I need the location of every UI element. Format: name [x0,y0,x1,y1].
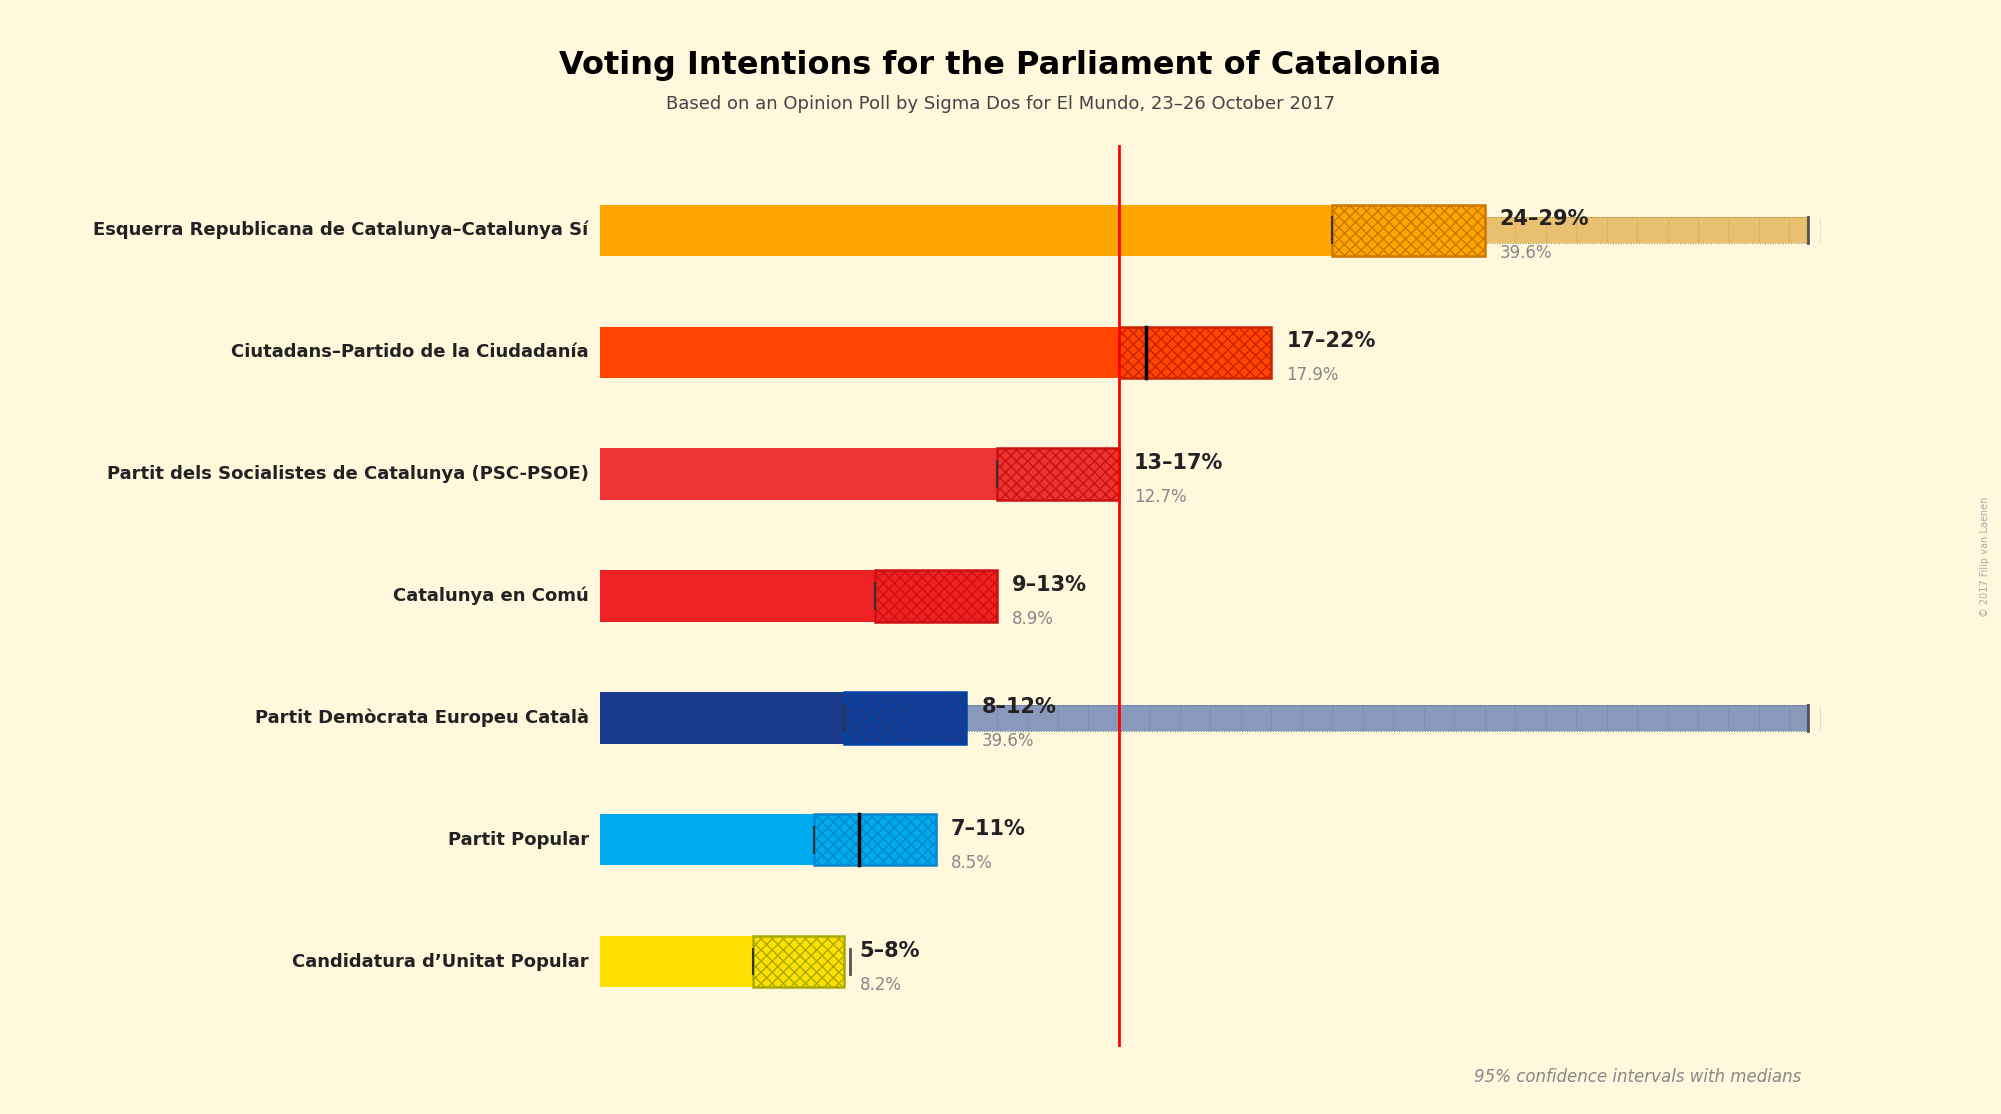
Bar [600,692,844,743]
Text: 17.9%: 17.9% [1287,367,1339,384]
Text: Based on an Opinion Poll by Sigma Dos for El Mundo, 23–26 October 2017: Based on an Opinion Poll by Sigma Dos fo… [666,95,1335,113]
Text: Catalunya en Comú: Catalunya en Comú [392,587,588,605]
Text: 7–11%: 7–11% [950,819,1027,839]
Bar [600,949,844,975]
Text: Partit Demòcrata Europeu Català: Partit Demòcrata Europeu Català [254,709,588,727]
Text: Partit Popular: Partit Popular [448,831,588,849]
Bar [600,570,874,622]
Bar [600,705,1807,731]
Bar [600,828,936,852]
Text: 5–8%: 5–8% [860,941,920,961]
Text: © 2017 Filip van Laenen: © 2017 Filip van Laenen [1981,497,1989,617]
Text: 8.2%: 8.2% [860,976,902,994]
Bar [600,217,1807,243]
Bar [600,705,1807,731]
Text: 39.6%: 39.6% [980,732,1035,750]
Text: 17–22%: 17–22% [1287,331,1377,351]
Text: Voting Intentions for the Parliament of Catalonia: Voting Intentions for the Parliament of … [560,50,1441,81]
Text: 95% confidence intervals with medians: 95% confidence intervals with medians [1473,1068,1801,1086]
Text: 8.9%: 8.9% [1013,610,1055,628]
Bar [600,449,996,500]
Bar [600,340,1271,364]
Text: 39.6%: 39.6% [1501,244,1553,262]
Text: 8–12%: 8–12% [980,697,1057,717]
Text: 9–13%: 9–13% [1013,575,1087,595]
Bar [600,828,936,852]
Text: Candidatura d’Unitat Popular: Candidatura d’Unitat Popular [292,952,588,970]
Bar [1333,205,1485,256]
Bar [600,205,1333,256]
Bar [844,692,966,743]
Bar [600,326,1119,378]
Text: 12.7%: 12.7% [1135,488,1187,506]
Bar [600,217,1485,243]
Bar [1119,326,1271,378]
Text: 13–17%: 13–17% [1135,453,1223,473]
Bar [600,340,1271,364]
Bar [996,449,1119,500]
Bar [874,570,996,622]
Bar [600,584,996,608]
Bar [814,814,936,866]
Bar [600,461,1119,487]
Bar [600,814,814,866]
Text: Ciutadans–Partido de la Ciudadanía: Ciutadans–Partido de la Ciudadanía [230,343,588,361]
Bar [600,705,966,731]
Text: 24–29%: 24–29% [1501,209,1589,229]
Bar [600,217,1807,243]
Bar [600,584,996,608]
Text: Esquerra Republicana de Catalunya–Catalunya Sí: Esquerra Republicana de Catalunya–Catalu… [94,221,588,240]
Bar [600,936,752,987]
Bar [752,936,844,987]
Bar [600,949,844,975]
Bar [600,705,966,731]
Text: Partit dels Socialistes de Catalunya (PSC-PSOE): Partit dels Socialistes de Catalunya (PS… [106,465,588,483]
Bar [600,461,1119,487]
Bar [600,217,1485,243]
Text: 8.5%: 8.5% [950,854,992,872]
